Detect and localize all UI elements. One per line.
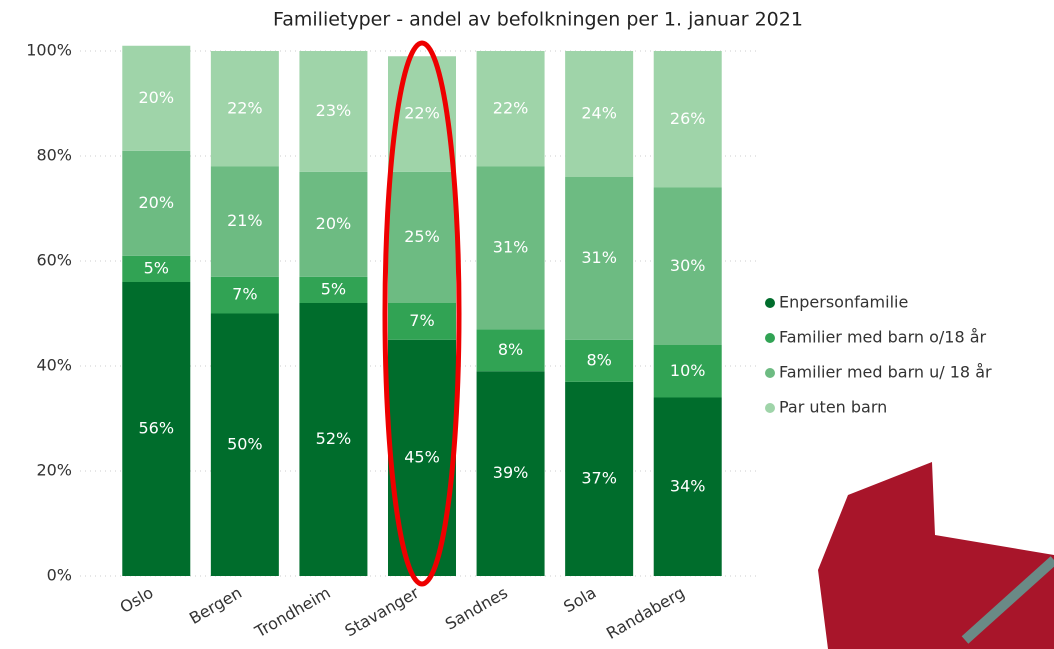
y-tick-label: 80% xyxy=(36,146,72,165)
x-tick-label: Sandnes xyxy=(442,583,511,634)
data-label: 24% xyxy=(581,104,617,123)
data-label: 20% xyxy=(139,193,175,212)
data-label: 25% xyxy=(404,227,440,246)
legend-label: Enpersonfamilie xyxy=(779,293,908,312)
x-tick-label: Stavanger xyxy=(342,583,423,641)
y-tick-label: 20% xyxy=(36,461,72,480)
legend-marker xyxy=(765,333,775,343)
x-tick-label: Sola xyxy=(560,583,599,617)
data-label: 31% xyxy=(581,248,617,267)
data-label: 5% xyxy=(321,279,346,298)
data-label: 22% xyxy=(493,98,529,117)
chart: Familietyper - andel av befolkningen per… xyxy=(0,0,1054,649)
legend-marker xyxy=(765,368,775,378)
data-label: 7% xyxy=(409,311,434,330)
data-label: 22% xyxy=(404,104,440,123)
data-label: 39% xyxy=(493,463,529,482)
data-label: 34% xyxy=(670,476,706,495)
data-label: 20% xyxy=(316,214,352,233)
data-label: 37% xyxy=(581,468,617,487)
data-label: 7% xyxy=(232,285,257,304)
data-label: 31% xyxy=(493,237,529,256)
legend-label: Par uten barn xyxy=(779,398,887,417)
data-label: 21% xyxy=(227,211,263,230)
data-label: 30% xyxy=(670,256,706,275)
legend-marker xyxy=(765,403,775,413)
x-tick-label: Trondheim xyxy=(251,583,334,642)
y-tick-label: 60% xyxy=(36,251,72,270)
data-label: 50% xyxy=(227,434,263,453)
decoration xyxy=(818,462,1054,649)
legend-label: Familier med barn u/ 18 år xyxy=(779,363,992,382)
legend-label: Familier med barn o/18 år xyxy=(779,328,987,347)
data-label: 20% xyxy=(139,88,175,107)
y-tick-label: 40% xyxy=(36,356,72,375)
y-tick-label: 100% xyxy=(26,41,72,60)
data-label: 5% xyxy=(144,258,169,277)
y-tick-label: 0% xyxy=(47,566,72,585)
data-label: 22% xyxy=(227,98,263,117)
x-tick-label: Oslo xyxy=(117,583,157,617)
legend-marker xyxy=(765,298,775,308)
chart-title: Familietyper - andel av befolkningen per… xyxy=(273,9,803,31)
data-label: 26% xyxy=(670,109,706,128)
data-label: 8% xyxy=(586,350,611,369)
data-label: 56% xyxy=(139,419,175,438)
data-label: 52% xyxy=(316,429,352,448)
data-label: 45% xyxy=(404,447,440,466)
data-label: 23% xyxy=(316,101,352,120)
data-label: 8% xyxy=(498,340,523,359)
x-tick-label: Bergen xyxy=(186,583,245,628)
x-tick-label: Randaberg xyxy=(603,583,688,643)
data-label: 10% xyxy=(670,361,706,380)
